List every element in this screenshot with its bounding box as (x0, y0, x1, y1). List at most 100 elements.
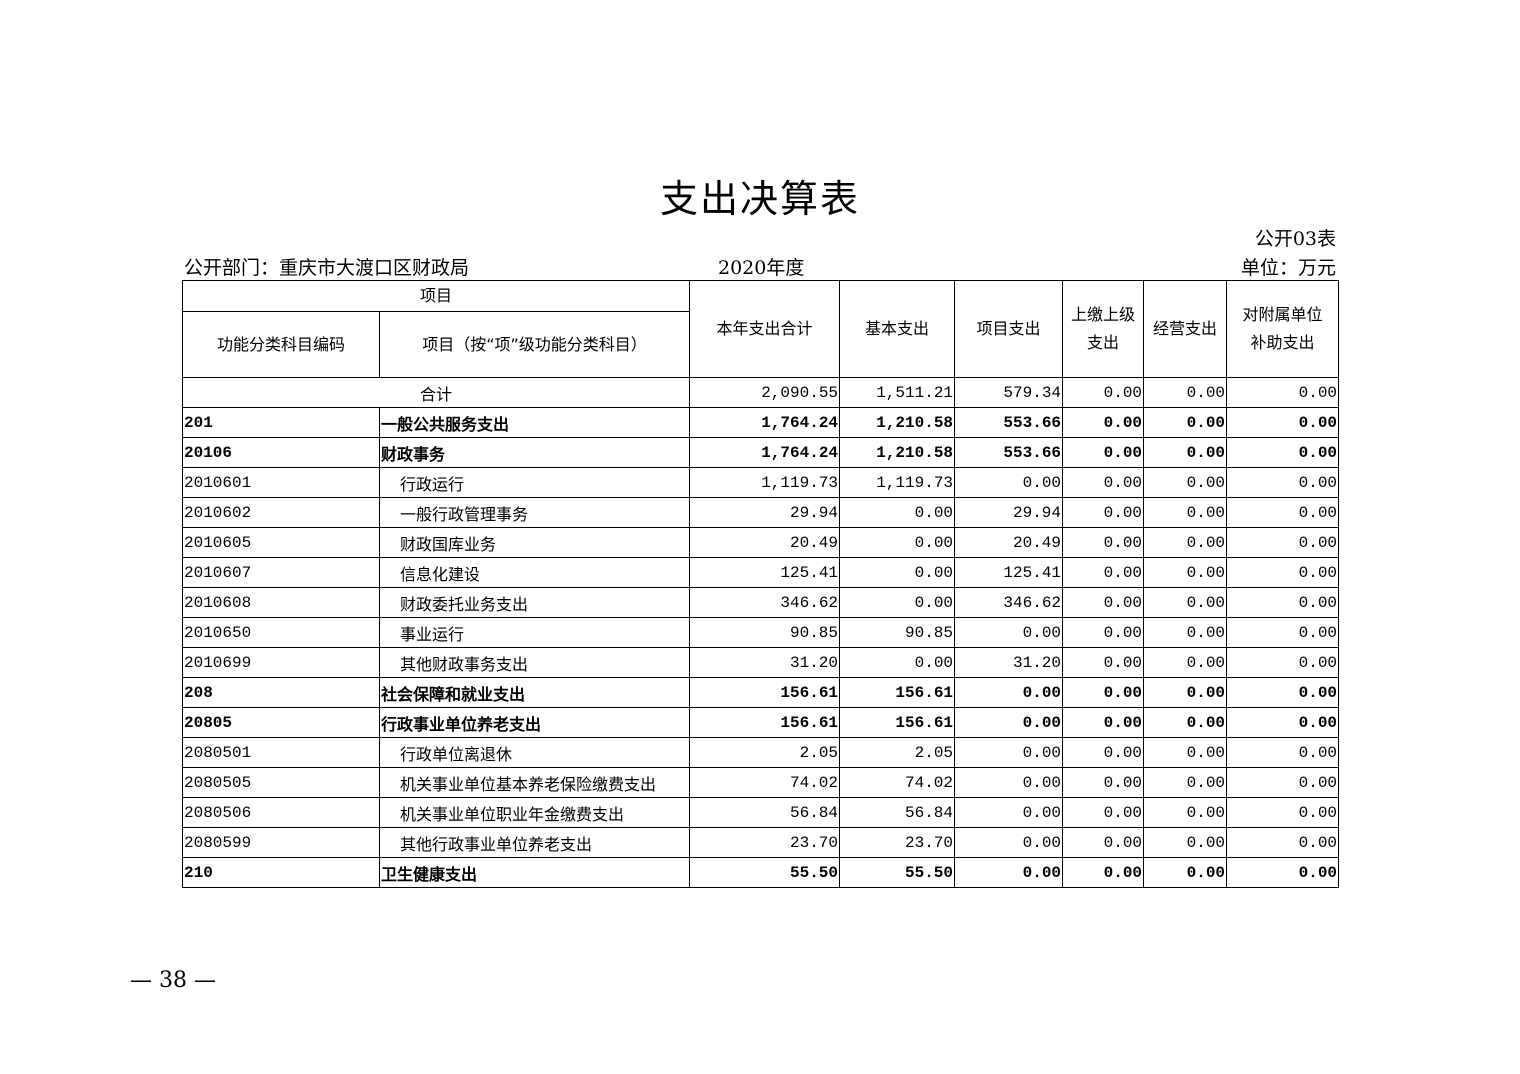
row-subsidy-value: 0.00 (1226, 677, 1340, 708)
row-subsidy-value: 0.00 (1226, 437, 1340, 468)
row-business-value: 0.00 (1143, 407, 1228, 438)
row-name: 其他财政事务支出 (378, 647, 691, 678)
table-row: 2080506 机关事业单位职业年金缴费支出 56.84 56.84 0.00 0.00 0… (182, 797, 1340, 828)
row-upper-value: 0.00 (1062, 527, 1145, 558)
row-basic-value: 74.02 (839, 767, 956, 798)
row-business-value: 0.00 (1143, 377, 1228, 408)
row-name: 一般行政管理事务 (378, 497, 691, 528)
row-subsidy-value: 0.00 (1226, 827, 1340, 858)
row-total-value: 31.20 (689, 647, 841, 678)
row-basic-value: 0.00 (839, 527, 956, 558)
row-business-value: 0.00 (1143, 707, 1228, 738)
row-project-value: 0.00 (954, 737, 1064, 768)
row-subsidy-value: 0.00 (1226, 587, 1340, 618)
row-upper-value: 0.00 (1062, 407, 1145, 438)
row-business-value: 0.00 (1143, 647, 1228, 678)
table-row: 2010601 行政运行 1,119.73 1,119.73 0.00 0.00 0.00 0… (182, 467, 1340, 498)
row-code: 2080599 (182, 827, 380, 858)
row-project-value: 0.00 (954, 827, 1064, 858)
row-code: 2080501 (182, 737, 380, 768)
row-upper-value: 0.00 (1062, 587, 1145, 618)
row-project-value: 553.66 (954, 407, 1064, 438)
table-row: 2080505 机关事业单位基本养老保险缴费支出 74.02 74.02 0.00 0.0… (182, 767, 1340, 798)
row-upper-value: 0.00 (1062, 617, 1145, 648)
row-total-value: 156.61 (689, 707, 841, 738)
row-basic-value: 55.50 (839, 857, 956, 888)
row-total-value: 20.49 (689, 527, 841, 558)
row-upper-value: 0.00 (1062, 647, 1145, 678)
department: 公开部门：重庆市大渡口区财政局 (184, 257, 470, 279)
row-total-value: 2,090.55 (689, 377, 841, 408)
row-name: 财政委托业务支出 (378, 587, 691, 618)
row-subsidy-value: 0.00 (1226, 527, 1340, 558)
row-project-value: 31.20 (954, 647, 1064, 678)
row-upper-value: 0.00 (1062, 797, 1145, 828)
row-project-value: 29.94 (954, 497, 1064, 528)
row-project-value: 0.00 (954, 707, 1064, 738)
row-business-value: 0.00 (1143, 797, 1228, 828)
row-upper-value: 0.00 (1062, 557, 1145, 588)
page-title: 支出决算表 (659, 177, 860, 221)
row-upper-value: 0.00 (1062, 707, 1145, 738)
row-project-value: 0.00 (954, 857, 1064, 888)
row-basic-value: 90.85 (839, 617, 956, 648)
row-name: 事业运行 (378, 617, 691, 648)
row-code: 2010650 (182, 617, 380, 648)
row-code: 2010605 (182, 527, 380, 558)
row-name: 行政运行 (378, 467, 691, 498)
header-item-group: 项目 (181, 280, 691, 312)
row-subsidy-value: 0.00 (1226, 767, 1340, 798)
header-name: 项目（按“项”级功能分类科目） (378, 311, 691, 378)
row-project-value: 0.00 (954, 797, 1064, 828)
row-business-value: 0.00 (1143, 437, 1228, 468)
row-upper-value: 0.00 (1062, 437, 1145, 468)
row-business-value: 0.00 (1143, 737, 1228, 768)
table-row: 20106 财政事务 1,764.24 1,210.58 553.66 0.00 0.00 0… (182, 437, 1340, 468)
row-upper-value: 0.00 (1062, 467, 1145, 498)
row-name: 卫生健康支出 (378, 857, 691, 888)
row-total-value: 74.02 (689, 767, 841, 798)
row-subsidy-value: 0.00 (1226, 617, 1340, 648)
row-total-value: 346.62 (689, 587, 841, 618)
row-basic-value: 156.61 (839, 677, 956, 708)
row-code: 2080505 (182, 767, 380, 798)
row-name: 机关事业单位基本养老保险缴费支出 (378, 767, 691, 798)
row-name: 行政单位离退休 (378, 737, 691, 768)
table-row: 2010650 事业运行 90.85 90.85 0.00 0.00 0.00 0.00 (182, 617, 1340, 648)
row-code: 210 (182, 857, 380, 888)
row-business-value: 0.00 (1143, 617, 1228, 648)
table-row: 2010608 财政委托业务支出 346.62 0.00 346.62 0.00 0.00 0… (182, 587, 1340, 618)
row-basic-value: 1,511.21 (839, 377, 956, 408)
table-row: 210 卫生健康支出 55.50 55.50 0.00 0.00 0.00 0.00 (182, 857, 1340, 888)
row-project-value: 0.00 (954, 677, 1064, 708)
row-subsidy-value: 0.00 (1226, 497, 1340, 528)
row-total-value: 125.41 (689, 557, 841, 588)
row-basic-value: 1,210.58 (839, 437, 956, 468)
row-total-value: 1,764.24 (689, 437, 841, 468)
row-code: 2010602 (182, 497, 380, 528)
row-total-value: 90.85 (689, 617, 841, 648)
row-code: 208 (182, 677, 380, 708)
row-subsidy-value: 0.00 (1226, 857, 1340, 888)
row-upper-value: 0.00 (1062, 377, 1145, 408)
row-basic-value: 0.00 (839, 647, 956, 678)
row-code: 2080506 (182, 797, 380, 828)
page-number: — 38 — (130, 968, 216, 993)
row-project-value: 125.41 (954, 557, 1064, 588)
header-business: 经营支出 (1143, 280, 1228, 378)
row-name: 社会保障和就业支出 (378, 677, 691, 708)
row-subsidy-value: 0.00 (1226, 377, 1340, 408)
table-row: 2010602 一般行政管理事务 29.94 0.00 29.94 0.00 0.00 0.0… (182, 497, 1340, 528)
row-total-value: 56.84 (689, 797, 841, 828)
row-subsidy-value: 0.00 (1226, 707, 1340, 738)
row-basic-value: 156.61 (839, 707, 956, 738)
row-total-value: 1,764.24 (689, 407, 841, 438)
row-code: 20106 (182, 437, 380, 468)
row-subsidy-value: 0.00 (1226, 407, 1340, 438)
row-project-value: 553.66 (954, 437, 1064, 468)
form-number: 公开03表 (1254, 228, 1336, 250)
row-project-value: 346.62 (954, 587, 1064, 618)
total-row: 合计 2,090.55 1,511.21 579.34 0.00 0.00 0.00 (181, 377, 1340, 408)
header-project: 项目支出 (954, 280, 1064, 378)
row-name: 财政事务 (378, 437, 691, 468)
